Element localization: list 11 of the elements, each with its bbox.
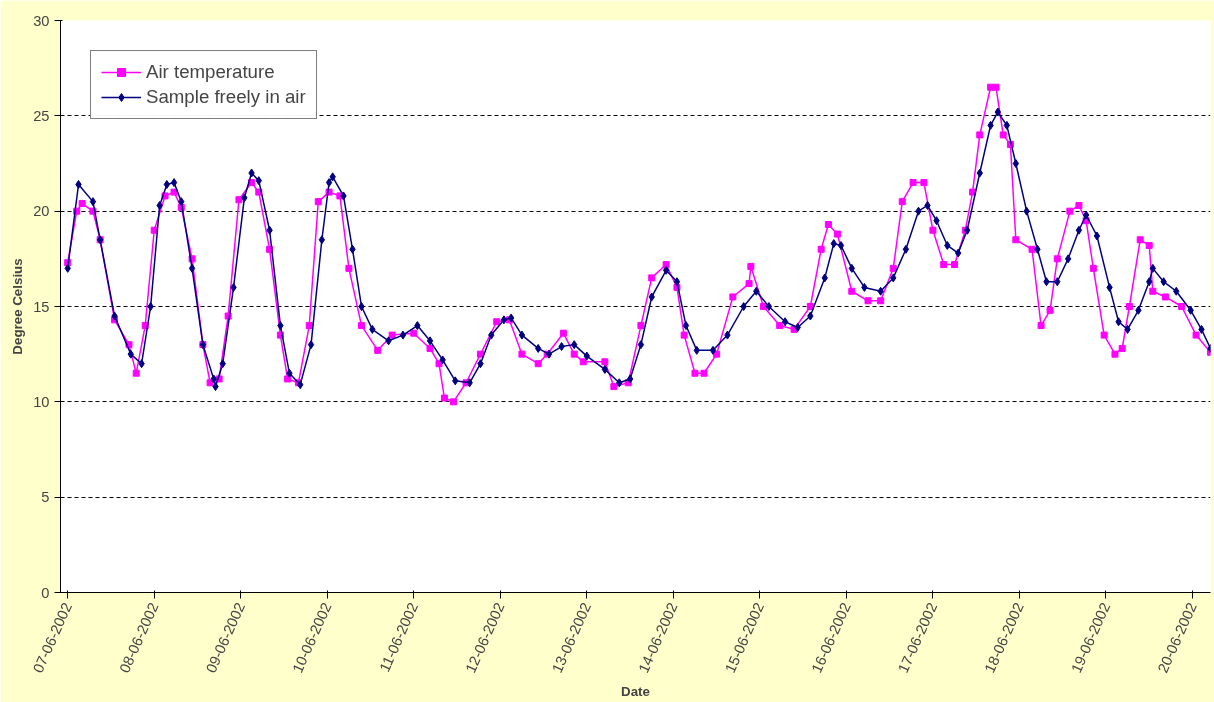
y-tick-label: 30: [33, 12, 50, 29]
y-tick-label: 20: [33, 203, 50, 220]
legend-label: Air temperature: [146, 61, 275, 83]
y-tick-label: 15: [33, 298, 50, 315]
y-axis-title: Degree Celsius: [10, 258, 26, 355]
y-tick-label: 5: [41, 489, 50, 506]
y-tick-label: 0: [41, 584, 50, 601]
y-tick-label: 25: [33, 107, 50, 124]
y-tick-label: 10: [33, 393, 50, 410]
x-axis-title: Date: [621, 684, 650, 700]
legend-label: Sample freely in air: [146, 86, 306, 108]
